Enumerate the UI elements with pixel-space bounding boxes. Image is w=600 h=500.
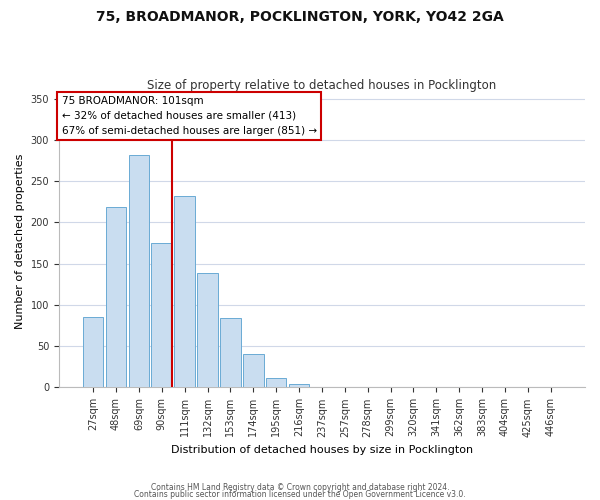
Text: Contains HM Land Registry data © Crown copyright and database right 2024.: Contains HM Land Registry data © Crown c… — [151, 484, 449, 492]
Bar — [151, 243, 172, 388]
Bar — [106, 207, 126, 388]
Bar — [83, 318, 103, 388]
Bar — [289, 384, 310, 388]
Bar — [220, 318, 241, 388]
Bar — [197, 273, 218, 388]
Bar — [175, 196, 195, 388]
Bar — [541, 386, 561, 388]
Title: Size of property relative to detached houses in Pocklington: Size of property relative to detached ho… — [148, 79, 497, 92]
Text: 75, BROADMANOR, POCKLINGTON, YORK, YO42 2GA: 75, BROADMANOR, POCKLINGTON, YORK, YO42 … — [96, 10, 504, 24]
Bar — [128, 155, 149, 388]
Bar — [243, 354, 263, 388]
X-axis label: Distribution of detached houses by size in Pocklington: Distribution of detached houses by size … — [171, 445, 473, 455]
Text: Contains public sector information licensed under the Open Government Licence v3: Contains public sector information licen… — [134, 490, 466, 499]
Text: 75 BROADMANOR: 101sqm
← 32% of detached houses are smaller (413)
67% of semi-det: 75 BROADMANOR: 101sqm ← 32% of detached … — [62, 96, 317, 136]
Bar — [266, 378, 286, 388]
Y-axis label: Number of detached properties: Number of detached properties — [15, 154, 25, 328]
